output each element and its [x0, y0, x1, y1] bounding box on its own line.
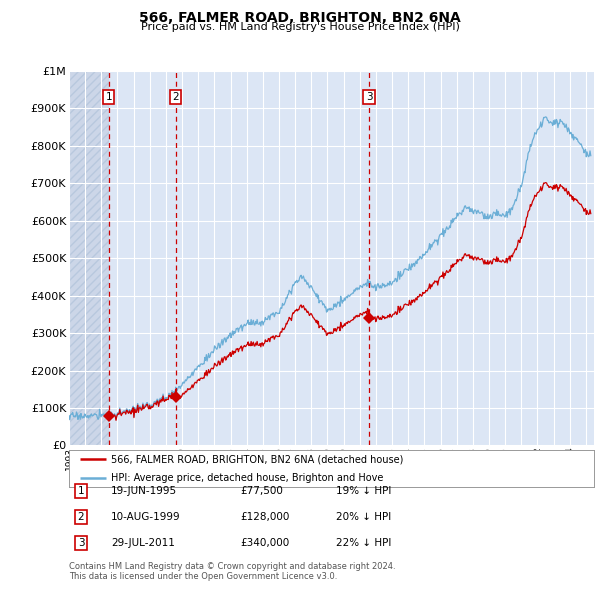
Text: 2: 2: [172, 92, 179, 102]
Text: 22% ↓ HPI: 22% ↓ HPI: [336, 538, 391, 548]
Text: £77,500: £77,500: [240, 486, 283, 496]
Text: 19-JUN-1995: 19-JUN-1995: [111, 486, 177, 496]
Text: 19% ↓ HPI: 19% ↓ HPI: [336, 486, 391, 496]
Text: Price paid vs. HM Land Registry's House Price Index (HPI): Price paid vs. HM Land Registry's House …: [140, 22, 460, 32]
Text: Contains HM Land Registry data © Crown copyright and database right 2024.: Contains HM Land Registry data © Crown c…: [69, 562, 395, 571]
Text: £340,000: £340,000: [240, 538, 289, 548]
Text: 10-AUG-1999: 10-AUG-1999: [111, 512, 181, 522]
Text: HPI: Average price, detached house, Brighton and Hove: HPI: Average price, detached house, Brig…: [111, 473, 383, 483]
Text: £128,000: £128,000: [240, 512, 289, 522]
Text: 1: 1: [106, 92, 112, 102]
Text: 29-JUL-2011: 29-JUL-2011: [111, 538, 175, 548]
Text: 3: 3: [77, 538, 85, 548]
Text: 2: 2: [77, 512, 85, 522]
Text: 566, FALMER ROAD, BRIGHTON, BN2 6NA (detached house): 566, FALMER ROAD, BRIGHTON, BN2 6NA (det…: [111, 454, 403, 464]
Bar: [69, 71, 109, 445]
Text: 566, FALMER ROAD, BRIGHTON, BN2 6NA: 566, FALMER ROAD, BRIGHTON, BN2 6NA: [139, 11, 461, 25]
Text: 20% ↓ HPI: 20% ↓ HPI: [336, 512, 391, 522]
Text: This data is licensed under the Open Government Licence v3.0.: This data is licensed under the Open Gov…: [69, 572, 337, 581]
Text: 3: 3: [365, 92, 372, 102]
Text: 1: 1: [77, 486, 85, 496]
